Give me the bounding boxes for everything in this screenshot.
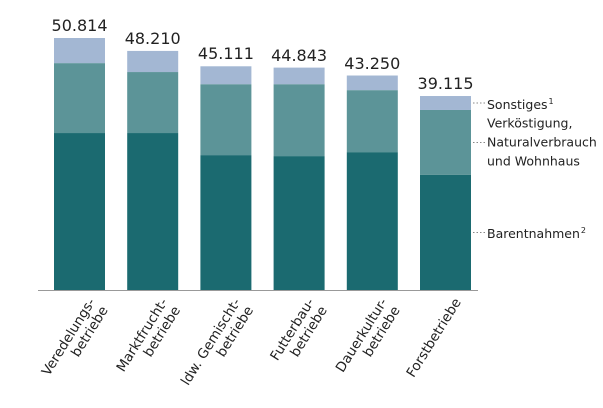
- bar-segment: [420, 109, 471, 175]
- bar-segment: [346, 152, 398, 290]
- legend-entry: Verköstigung, Naturalverbrauch und Wohnh…: [487, 114, 602, 171]
- total-label: 48.210: [124, 28, 181, 48]
- legend-entry: Sonstiges1: [487, 92, 602, 114]
- legend-label: Verköstigung, Naturalverbrauch und Wohnh…: [487, 115, 597, 169]
- bar-segment: [420, 174, 471, 290]
- total-label: 50.814: [51, 16, 108, 35]
- bar-segment: [346, 90, 398, 153]
- total-label: 39.115: [417, 74, 474, 94]
- legend-label: Sonstiges: [487, 96, 548, 112]
- bar-segment: [200, 155, 252, 290]
- bar-segment: [54, 38, 105, 64]
- total-label: 45.111: [197, 44, 254, 64]
- bar-segment: [127, 50, 179, 73]
- bar-segment: [420, 96, 471, 110]
- bar-segment: [54, 133, 105, 290]
- bar-segment: [346, 75, 398, 91]
- bar-segment: [127, 133, 179, 290]
- bar-segment: [273, 156, 325, 290]
- bar-segment: [200, 66, 252, 85]
- total-label: 44.843: [271, 45, 328, 65]
- total-label: 43.250: [344, 53, 401, 73]
- bar-segment: [200, 84, 252, 156]
- bar-segment: [273, 84, 325, 157]
- bar-segment: [273, 67, 325, 85]
- bar-segment: [127, 72, 179, 134]
- bar-segment: [54, 63, 105, 134]
- legend-label: Barentnahmen: [487, 226, 580, 242]
- footnote-mark: 2: [580, 226, 587, 236]
- footnote-mark: 1: [548, 96, 554, 106]
- legend-entry: Barentnahmen2: [487, 221, 602, 243]
